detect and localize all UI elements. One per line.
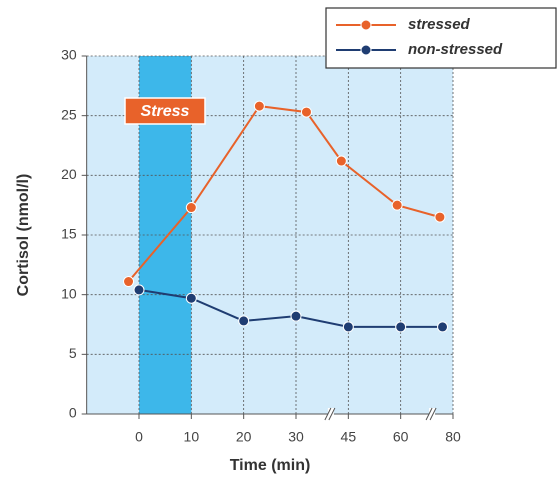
stress-label: Stress (141, 103, 190, 120)
data-point (253, 100, 265, 112)
legend-marker (360, 44, 372, 56)
data-point (342, 321, 354, 333)
legend-box (325, 7, 557, 69)
data-point (133, 284, 145, 296)
x-tick-label: 80 (445, 429, 461, 445)
y-tick-label: 5 (69, 345, 77, 361)
data-point (437, 321, 449, 333)
data-point (185, 292, 197, 304)
data-point (123, 276, 135, 288)
y-tick-label: 0 (69, 405, 77, 421)
data-point (238, 315, 250, 327)
x-tick-label: 10 (184, 429, 200, 445)
x-tick-label: 30 (288, 429, 304, 445)
x-tick-label: 60 (393, 429, 409, 445)
axis-break-gap (327, 408, 334, 420)
y-tick-label: 30 (61, 47, 77, 63)
y-tick-label: 15 (61, 226, 77, 242)
y-tick-label: 20 (61, 166, 77, 182)
legend-label: stressed (408, 16, 471, 33)
stress-label-box (124, 97, 206, 125)
data-point (290, 310, 302, 322)
legend-marker (360, 19, 372, 31)
axis-break-gap (429, 408, 436, 420)
data-point (395, 321, 407, 333)
x-tick-label: 45 (341, 429, 357, 445)
x-tick-label: 20 (236, 429, 252, 445)
y-tick-label: 10 (61, 285, 77, 301)
data-point (391, 199, 403, 211)
axis-break (425, 407, 437, 421)
legend-label: non-stressed (408, 41, 503, 58)
y-tick-label: 25 (61, 106, 77, 122)
axis-break (324, 407, 336, 421)
x-tick-label: 0 (135, 429, 143, 445)
x-axis-label: Time (min) (230, 457, 311, 474)
y-axis-label: Cortisol (nmol/l) (15, 174, 32, 297)
data-point (335, 155, 347, 167)
data-point (185, 202, 197, 214)
data-point (300, 106, 312, 118)
data-point (434, 211, 446, 223)
